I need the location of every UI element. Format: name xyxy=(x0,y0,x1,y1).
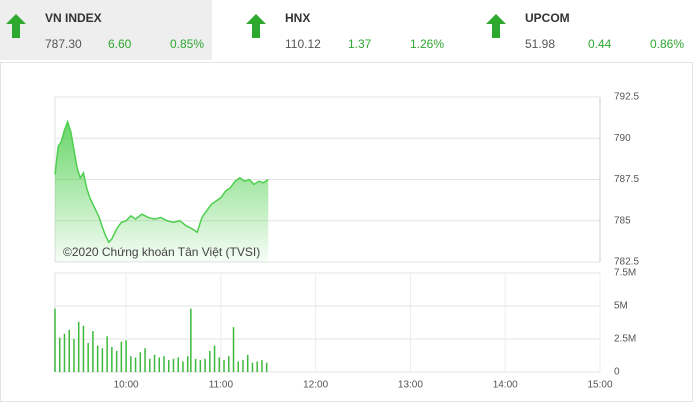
index-name: VN INDEX xyxy=(45,11,102,25)
volume-bar xyxy=(96,345,99,372)
tile-active[interactable] xyxy=(0,0,212,60)
volume-bar xyxy=(87,342,89,372)
volume-bar xyxy=(237,361,239,372)
volume-bar xyxy=(177,357,179,372)
index-name: UPCOM xyxy=(525,11,570,25)
y-tick-label: 782.5 xyxy=(614,257,639,268)
volume-bar xyxy=(204,358,206,372)
x-tick-label: 14:00 xyxy=(493,380,518,391)
volume-bar xyxy=(261,360,263,372)
volume-bar xyxy=(144,348,146,372)
volume-bar xyxy=(163,356,165,372)
volume-bar xyxy=(149,358,151,372)
y-tick-label: 0 xyxy=(614,367,620,378)
volume-bar xyxy=(223,360,225,372)
volume-bar xyxy=(54,308,56,372)
index-percent: 0.86% xyxy=(650,37,684,51)
volume-bar xyxy=(246,354,249,372)
volume-bar xyxy=(106,336,108,372)
volume-bar xyxy=(77,321,80,372)
volume-bar xyxy=(73,339,75,372)
volume-bar xyxy=(134,357,137,372)
x-tick-label: 12:00 xyxy=(303,380,328,391)
volume-bar xyxy=(232,327,235,372)
volume-bar xyxy=(101,348,104,372)
volume-bar xyxy=(167,360,170,372)
volume-bar xyxy=(251,362,254,372)
volume-bar xyxy=(182,361,184,372)
volume-bar xyxy=(158,357,161,372)
index-change: 1.37 xyxy=(348,37,372,51)
volume-bar xyxy=(82,325,85,372)
y-tick-label: 790 xyxy=(614,133,631,144)
area-fill xyxy=(55,121,269,262)
index-value: 787.30 xyxy=(45,37,82,51)
y-tick-label: 7.5M xyxy=(614,268,636,279)
volume-bar xyxy=(130,356,132,372)
x-tick-label: 10:00 xyxy=(114,380,139,391)
volume-bar xyxy=(125,340,127,372)
volume-bar xyxy=(218,357,221,372)
volume-bar xyxy=(115,350,118,372)
price-line xyxy=(54,119,269,244)
volume-bar xyxy=(120,341,123,372)
volume-bar xyxy=(139,352,142,372)
index-percent: 0.85% xyxy=(170,37,204,51)
volume-bar xyxy=(209,350,211,372)
volume-bar xyxy=(172,358,175,372)
index-value: 110.12 xyxy=(285,37,321,51)
arrows xyxy=(6,14,506,38)
index-change: 6.60 xyxy=(108,37,132,51)
y-tick-label: 787.5 xyxy=(614,174,639,185)
volume-bar xyxy=(63,333,66,372)
index-value: 51.98 xyxy=(525,37,555,51)
volume-bar xyxy=(256,361,258,372)
volume-bar xyxy=(92,331,94,372)
up-arrow xyxy=(486,14,506,38)
x-tick-label: 13:00 xyxy=(398,380,423,391)
x-tick-label: 11:00 xyxy=(209,380,234,391)
index-name: HNX xyxy=(285,11,310,25)
volume-bar xyxy=(228,356,230,372)
index-percent: 1.26% xyxy=(410,37,444,51)
volume-bar xyxy=(190,308,192,372)
volume-bar xyxy=(58,337,61,372)
volume-bar xyxy=(199,360,202,372)
index-change: 0.44 xyxy=(588,37,612,51)
y-tick-label: 792.5 xyxy=(614,92,639,103)
y-tick-label: 5M xyxy=(614,301,628,312)
annotation: ©2020 Chứng khoán Tân Việt (TVSI) xyxy=(63,245,260,259)
volume-bar xyxy=(265,362,268,372)
y-tick-label: 785 xyxy=(614,215,631,226)
volume-bar xyxy=(186,356,189,372)
up-arrow xyxy=(246,14,266,38)
y-tick-label: 2.5M xyxy=(614,334,636,345)
volume-bar xyxy=(153,354,156,372)
x-tick-label: 15:00 xyxy=(587,380,612,391)
volume-bar xyxy=(111,346,113,372)
volume-bar xyxy=(194,358,197,372)
volume-bar xyxy=(242,360,244,372)
volume-bar xyxy=(68,329,70,372)
volume-bar xyxy=(213,345,216,372)
up-arrow xyxy=(6,14,26,38)
